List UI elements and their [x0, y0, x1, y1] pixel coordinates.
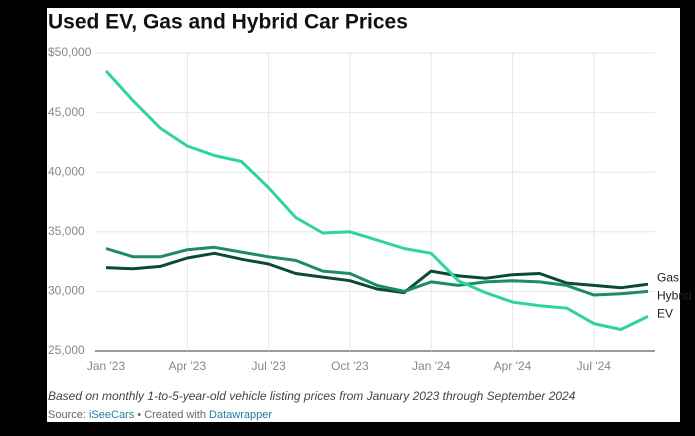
- y-tick-label: 35,000: [48, 224, 85, 238]
- legend-label: EV: [657, 306, 673, 320]
- x-tick-label: Jul '24: [577, 359, 612, 373]
- source-link[interactable]: iSeeCars: [89, 409, 135, 421]
- credit-text: • Created with: [137, 409, 206, 421]
- x-tick-label: Apr '23: [168, 359, 206, 373]
- x-tick-label: Jan '24: [412, 359, 451, 373]
- source: Source: iSeeCars • Created with Datawrap…: [48, 409, 272, 421]
- series-line: [104, 69, 649, 331]
- series-line: [105, 245, 649, 297]
- legend-label: Gas: [657, 270, 679, 284]
- legend-label: Hybrid: [657, 288, 692, 302]
- y-tick-label: 45,000: [48, 105, 85, 119]
- series-line: [105, 251, 649, 295]
- x-tick-label: Oct '23: [331, 359, 369, 373]
- y-tick-label: 25,000: [48, 343, 85, 357]
- x-tick-label: Jan '23: [87, 359, 126, 373]
- x-tick-label: Jul '23: [251, 359, 286, 373]
- note: Based on monthly 1-to-5-year-old vehicle…: [48, 389, 576, 403]
- chart-title: Used EV, Gas and Hybrid Car Prices: [48, 11, 408, 34]
- credit-link[interactable]: Datawrapper: [209, 409, 272, 421]
- y-tick-label: $50,000: [48, 45, 92, 59]
- panel: [47, 8, 680, 422]
- y-tick-label: 30,000: [48, 284, 85, 298]
- x-tick-label: Apr '24: [494, 359, 532, 373]
- y-tick-label: 40,000: [48, 164, 85, 178]
- source-label: Source:: [48, 409, 86, 421]
